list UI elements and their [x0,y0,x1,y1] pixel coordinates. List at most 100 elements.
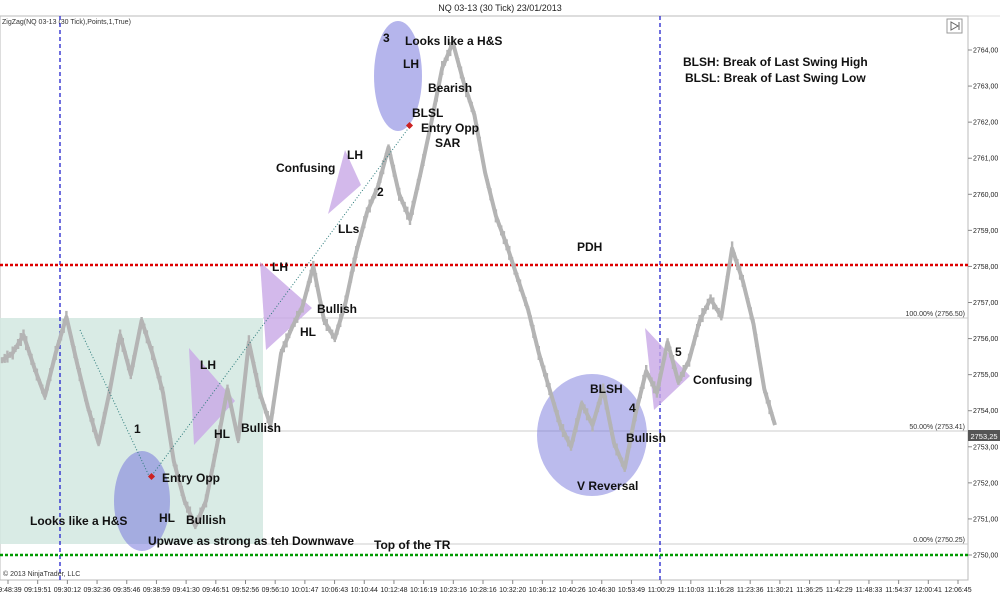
x-tick-label: 09:41:30 [173,587,200,594]
price-tick-bar [655,387,659,398]
price-tick-bar [685,362,688,369]
price-tick-bar [645,365,648,377]
price-tick-bar [398,187,401,201]
price-tick-bar [634,407,637,422]
price-tick-bar [156,367,159,379]
price-tick-bar [169,438,173,451]
upwave-label: Upwave as strong as teh Downwave [148,534,354,548]
price-tick-bar [610,424,613,436]
x-tick-label: 10:53:49 [618,587,645,594]
price-tick-bar [701,308,704,323]
price-tick-bar [57,340,60,348]
price-tick-bar [500,225,503,236]
price-tick-bar [247,335,251,350]
x-tick-label: 09:38:59 [143,587,170,594]
price-tick-bar [481,154,484,163]
price-tick-bar [51,360,55,368]
price-tick-bar [709,294,712,304]
restore-window-icon[interactable] [946,18,963,34]
price-tick-bar [459,66,463,79]
price-tick-bar [54,346,57,360]
price-tick-bar [583,404,586,414]
price-tick-bar [543,365,546,377]
price-tick-bar [143,323,146,334]
price-tick-bar [572,430,575,442]
price-tick-bar [38,378,41,385]
price-tick-bar [199,507,202,520]
price-tick-bar [661,363,664,371]
price-tick-bar [309,269,312,283]
price-tick-bar [110,374,114,382]
price-tick-bar [443,57,447,66]
price-tick-bar [744,288,747,295]
price-tick-bar [631,424,634,432]
price-tick-bar [508,245,511,260]
price-tick-bar [239,410,243,421]
current-price-text: 2753,25 [970,432,997,441]
price-tick-bar [16,339,20,349]
level-50-label: 50.00% (2753.41) [909,424,965,431]
price-tick-bar [118,329,122,341]
price-tick-bar [360,227,363,237]
price-tick-bar [67,325,71,332]
price-tick-bar [325,319,328,331]
price-tick-bar [59,329,63,341]
price-tick-bar [768,400,771,415]
price-tick-bar [650,377,653,387]
looks-hs-left-label: Looks like a H&S [30,514,127,528]
price-tick-bar [636,399,640,408]
y-tick-label: 2750,00 [973,553,998,560]
price-tick-bar [73,346,76,359]
price-tick-bar [400,197,404,205]
price-tick-bar [588,416,591,423]
price-tick-bar [494,209,498,223]
price-tick-bar [255,373,259,388]
price-tick-bar [577,410,581,419]
chart-title: NQ 03-13 (30 Tick) 23/01/2013 [438,3,562,13]
price-tick-bar [467,95,471,103]
blsl-label: BLSL [412,106,443,120]
hs-left-ellipse [114,451,170,551]
pdh-label: PDH [577,240,602,254]
price-tick-bar [698,315,701,326]
v-reversal-label: V Reversal [577,479,638,493]
price-tick-bar [411,200,414,215]
price-tick-bar [738,265,742,280]
price-tick-bar [717,307,720,317]
v-reversal-ellipse [537,374,647,496]
price-tick-bar [43,392,47,400]
swing-number-4: 4 [629,401,636,415]
price-tick-bar [720,313,723,321]
price-tick-bar [575,418,578,433]
price-tick-bar [623,464,626,472]
price-tick-bar [373,188,377,199]
price-tick-bar [765,392,769,404]
price-tick-bar [706,298,710,310]
price-tick-bar [564,432,567,440]
price-tick-bar [137,329,141,339]
price-tick-bar [296,310,299,323]
entry-opp-top-label: Entry Opp [421,121,479,135]
price-tick-bar [153,358,157,367]
price-tick-bar [250,350,253,359]
price-tick-bar [387,144,390,151]
price-tick-bar [532,324,535,338]
price-tick-bar [599,391,602,405]
price-tick-bar [220,413,224,422]
trendline-down [79,329,151,479]
price-tick-bar [427,130,430,140]
price-tick-bar [148,341,151,349]
x-tick-label: 10:36:12 [529,587,556,594]
price-tick-bar [317,289,320,298]
x-tick-label: 11:54:37 [885,587,912,594]
price-tick-bar [497,219,500,227]
price-tick-bar [486,179,489,188]
y-tick-label: 2758,00 [973,264,998,271]
price-tick-bar [33,362,36,372]
price-tick-bar [642,374,645,389]
confusing-right-label: Confusing [693,373,752,387]
price-tick-bar [521,290,524,297]
price-tick-bar [704,305,707,314]
price-tick-bar [19,333,22,346]
